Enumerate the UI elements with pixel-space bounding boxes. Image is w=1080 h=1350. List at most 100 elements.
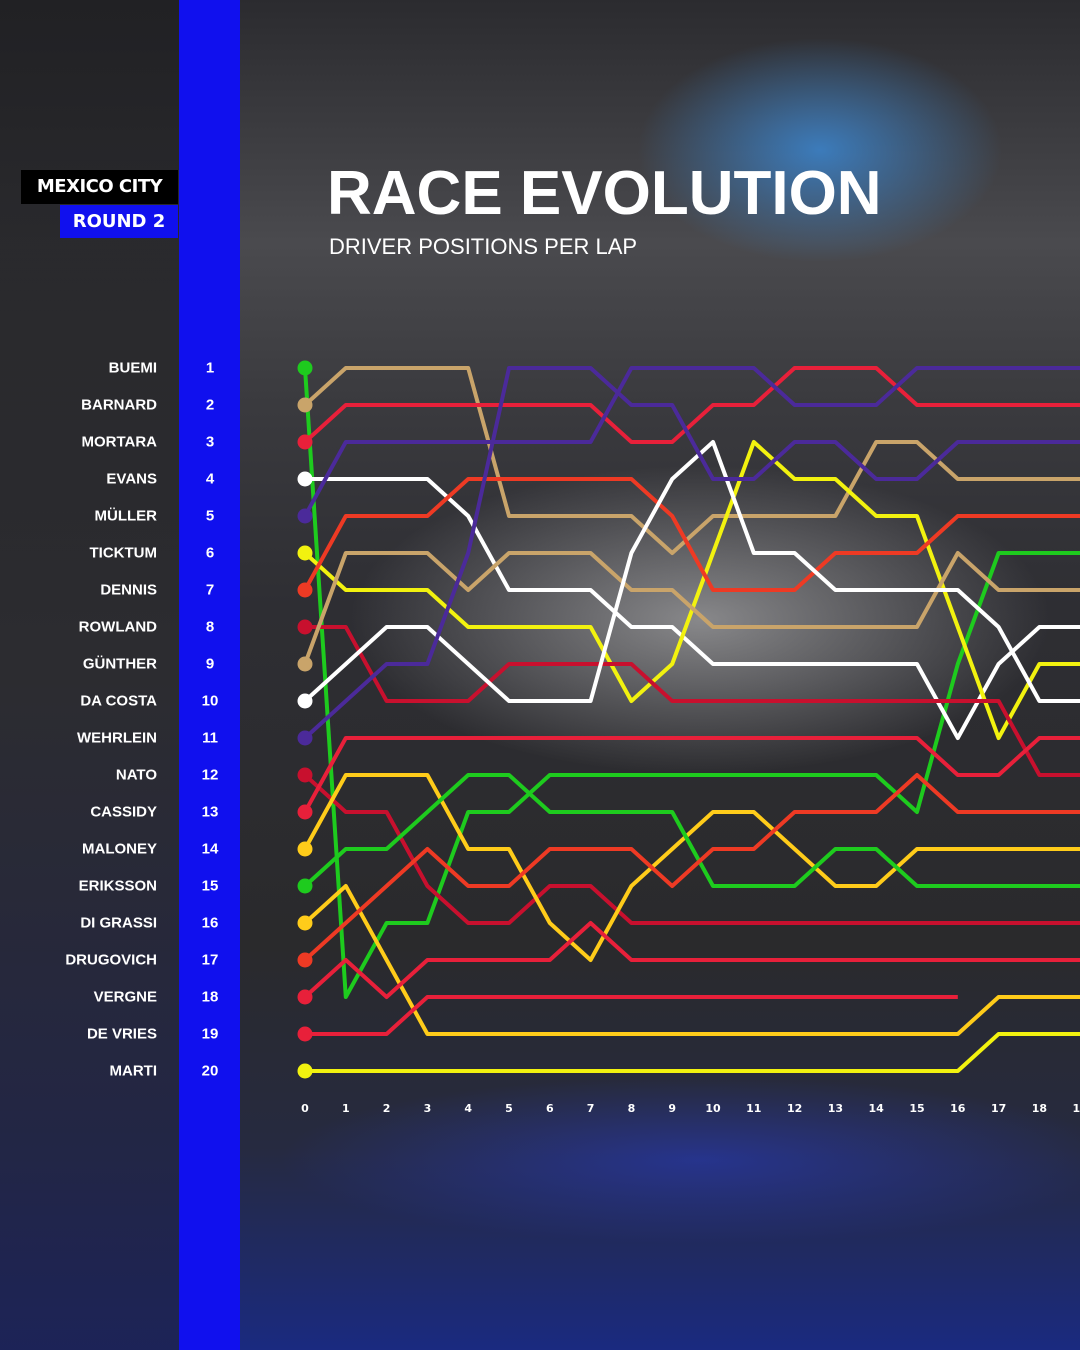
start-point [297, 656, 313, 672]
driver-label: NATO [115, 766, 157, 784]
series-line [303, 477, 1080, 592]
position-label: 3 [205, 433, 215, 451]
event-tag: MEXICO CITY [21, 170, 178, 204]
position-label: 20 [201, 1062, 219, 1080]
series-line [303, 366, 1080, 444]
driver-label: MORTARA [81, 433, 157, 451]
chart-title: RACE EVOLUTION [327, 159, 882, 228]
driver-label: DE VRIES [86, 1025, 157, 1043]
series-line [305, 1032, 1080, 1073]
series-line [303, 773, 1080, 962]
x-tick-label: 18 [1032, 1102, 1047, 1115]
position-label: 19 [201, 1025, 219, 1043]
position-label: 17 [201, 951, 219, 969]
x-tick-label: 7 [587, 1102, 595, 1115]
x-tick-label: 11 [746, 1102, 761, 1115]
x-tick-label: 1 [342, 1102, 350, 1115]
series-line [303, 773, 1080, 925]
position-label: 13 [201, 803, 219, 821]
driver-label: GÜNTHER [82, 655, 157, 673]
driver-label: DENNIS [100, 581, 157, 599]
series-line [303, 367, 1080, 999]
driver-label: ERIKSSON [78, 877, 157, 895]
start-point [297, 915, 313, 931]
start-point [297, 508, 313, 524]
x-tick-label: 6 [546, 1102, 554, 1115]
x-tick-label: 2 [383, 1102, 391, 1115]
x-tick-label: 17 [991, 1102, 1006, 1115]
start-point [297, 397, 313, 413]
driver-label: EVANS [106, 470, 157, 488]
driver-label: BARNARD [81, 396, 157, 414]
position-label: 10 [201, 692, 219, 710]
position-label: 14 [201, 840, 219, 858]
driver-label: DA COSTA [80, 692, 157, 710]
start-point [297, 804, 313, 820]
start-point [297, 1063, 313, 1079]
chart-subtitle: DRIVER POSITIONS PER LAP [329, 234, 638, 259]
position-label: 12 [201, 766, 219, 784]
start-point [297, 952, 313, 968]
start-point [297, 841, 313, 857]
position-label: 6 [205, 544, 215, 562]
x-tick-label: 4 [464, 1102, 472, 1115]
driver-label: VERGNE [93, 988, 157, 1006]
start-point [297, 582, 313, 598]
start-point [297, 619, 313, 635]
x-tick-label: 8 [628, 1102, 636, 1115]
start-point [297, 434, 313, 450]
x-tick-label: 14 [869, 1102, 885, 1115]
driver-label: DI GRASSI [80, 914, 157, 932]
start-point [297, 1026, 313, 1042]
position-label: 15 [201, 877, 219, 895]
driver-label: WEHRLEIN [77, 729, 157, 747]
driver-label: MÜLLER [94, 507, 158, 525]
position-label: 4 [205, 470, 215, 488]
series-line [303, 440, 1080, 740]
series-line [303, 440, 1080, 703]
start-point [297, 989, 313, 1005]
start-point [297, 693, 313, 709]
start-point [297, 878, 313, 894]
position-label: 5 [205, 507, 215, 525]
position-label: 1 [205, 359, 215, 377]
series-line [303, 921, 1080, 999]
series-line [305, 995, 958, 1036]
driver-label: BUEMI [108, 359, 157, 377]
position-label: 2 [205, 396, 215, 414]
series-line [303, 366, 1080, 517]
driver-label: DRUGOVICH [65, 951, 157, 969]
x-tick-label: 3 [424, 1102, 432, 1115]
x-tick-label: 5 [505, 1102, 513, 1115]
driver-label: ROWLAND [78, 618, 157, 636]
series-line [303, 366, 1080, 740]
driver-label: TICKTUM [89, 544, 158, 562]
x-tick-label: 16 [950, 1102, 966, 1115]
series-line [303, 551, 1080, 665]
start-point [297, 545, 313, 561]
start-point [297, 730, 313, 746]
x-tick-label: 12 [787, 1102, 802, 1115]
x-tick-label: 10 [705, 1102, 721, 1115]
x-tick-label: 19 [1073, 1102, 1080, 1115]
series-line [305, 625, 1080, 777]
round-tag: ROUND 2 [60, 205, 178, 238]
x-tick-label: 9 [668, 1102, 676, 1115]
series-line [303, 884, 1080, 1036]
position-label: 8 [205, 618, 215, 636]
start-point [297, 471, 313, 487]
series-line [303, 366, 1080, 555]
x-tick-label: 13 [828, 1102, 843, 1115]
x-tick-label: 15 [909, 1102, 924, 1115]
series-line [303, 736, 1080, 813]
position-label: 18 [201, 988, 219, 1006]
position-label: 7 [205, 581, 215, 599]
start-point [297, 360, 313, 376]
x-tick-label: 0 [301, 1102, 309, 1115]
driver-label: MALONEY [82, 840, 157, 858]
series-line [305, 477, 1080, 740]
blue-bar [179, 0, 240, 1350]
position-label: 11 [202, 729, 218, 747]
series-line [303, 773, 1080, 888]
